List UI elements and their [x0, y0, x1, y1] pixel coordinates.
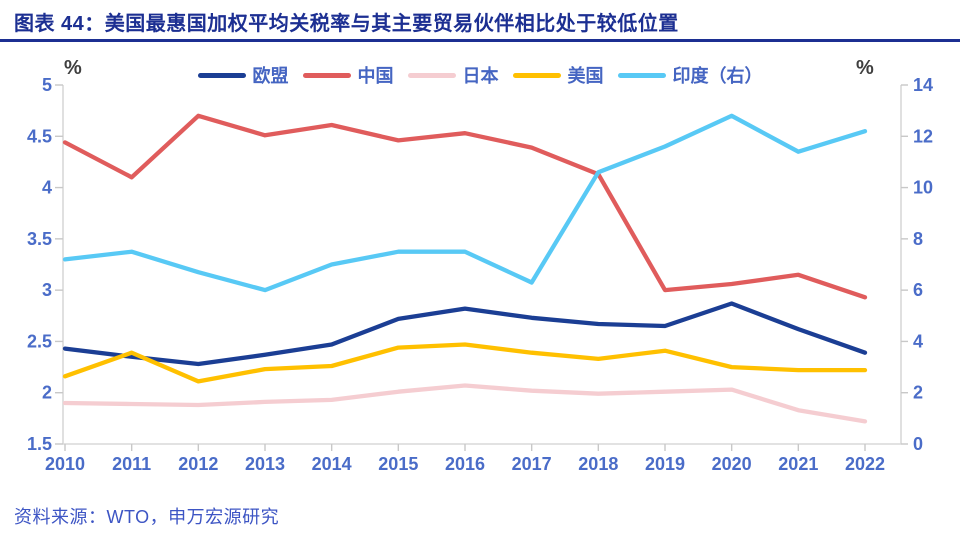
left-axis-unit-label: %	[64, 57, 82, 79]
series-line-3	[62, 342, 868, 384]
legend-item-0: 欧盟	[197, 62, 289, 88]
x-axis-tick-label: 2021	[778, 454, 818, 474]
source-note: 资料来源：WTO，申万宏源研究	[14, 507, 280, 527]
x-axis-tick-label: 2016	[445, 454, 485, 474]
right-axis-tick-label: 12	[913, 126, 933, 146]
legend-swatch-icon	[197, 72, 246, 78]
left-axis-tick-label: 2	[42, 383, 52, 403]
x-axis-tick-label: 2019	[645, 454, 685, 474]
legend-item-3: 美国	[512, 62, 604, 88]
x-axis-tick-label: 2018	[578, 454, 618, 474]
x-axis-tick-label: 2012	[178, 454, 218, 474]
legend-item-2: 日本	[407, 62, 499, 88]
legend-item-4: 印度（右）	[617, 62, 763, 88]
right-axis-tick-label: 2	[913, 383, 923, 403]
x-axis-tick-label: 2013	[245, 454, 285, 474]
legend-label: 日本	[462, 66, 499, 86]
legend-label: 印度（右）	[672, 66, 763, 86]
legend-swatch-icon	[302, 72, 351, 78]
legend: 欧盟 中国 日本 美国 印度（右）	[0, 62, 960, 88]
x-axis-tick-label: 2015	[378, 454, 418, 474]
legend-label: 美国	[567, 66, 604, 86]
legend-swatch-icon	[617, 72, 666, 78]
legend-label: 欧盟	[252, 66, 289, 86]
right-axis-unit-label: %	[856, 57, 874, 79]
left-axis-tick-label: 4.5	[27, 126, 52, 146]
right-axis-tick-label: 4	[913, 331, 923, 351]
chart-title: 图表 44：美国最惠国加权平均关税率与其主要贸易伙伴相比处于较低位置	[14, 13, 679, 35]
right-axis-tick-label: 14	[913, 75, 933, 95]
title-underline	[0, 39, 960, 42]
x-axis-tick-label: 2011	[112, 454, 151, 474]
right-axis-tick-label: 10	[913, 178, 933, 198]
x-axis-tick-label: 2017	[512, 454, 552, 474]
legend-label: 中国	[357, 66, 394, 86]
legend-swatch-icon	[512, 72, 561, 78]
left-axis-tick-label: 3.5	[27, 229, 52, 249]
right-axis-tick-label: 6	[913, 280, 923, 300]
left-axis-tick-label: 4	[42, 178, 52, 198]
legend-swatch-icon	[407, 72, 456, 78]
series-line-2	[62, 383, 868, 424]
legend-item-1: 中国	[302, 62, 394, 88]
x-axis-tick-label: 2010	[45, 454, 85, 474]
series-line-4	[62, 113, 868, 293]
x-axis-tick-label: 2022	[845, 454, 885, 474]
left-axis-tick-label: 3	[42, 280, 52, 300]
series-line-0	[62, 301, 868, 367]
left-axis-tick-label: 2.5	[27, 331, 52, 351]
line-chart: 5 4.5 4 3.5 3 2.5 2 1.5 14 12 10 8 6 4 2 0 2010 2011 2012 2…	[27, 75, 933, 474]
series-line-1	[62, 113, 868, 300]
x-axis-tick-label: 2020	[712, 454, 752, 474]
left-axis-tick-label: 5	[42, 75, 52, 95]
right-axis-tick-label: 8	[913, 229, 923, 249]
right-axis-tick-label: 0	[913, 434, 923, 454]
x-axis-tick-label: 2014	[312, 454, 352, 474]
left-axis-tick-label: 1.5	[27, 434, 52, 454]
